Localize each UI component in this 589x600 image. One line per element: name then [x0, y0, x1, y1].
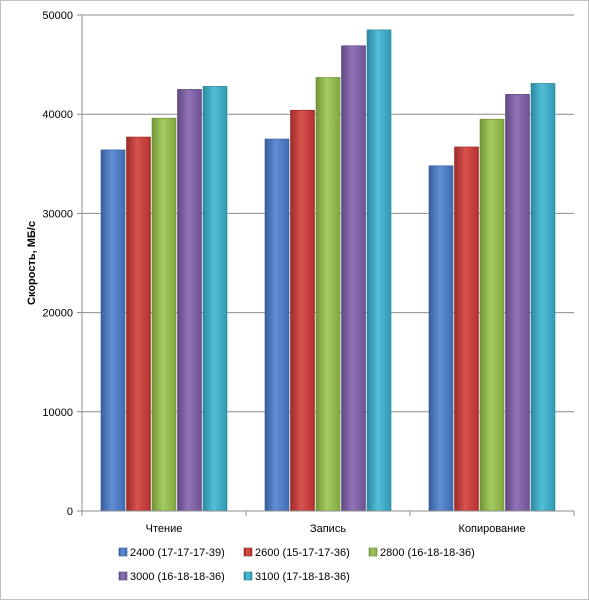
bar	[505, 94, 530, 512]
legend-label: 2600 (15-17-17-36)	[255, 547, 350, 559]
bar	[290, 109, 315, 512]
y-axis-title: Скорость, МБ/с	[26, 221, 38, 305]
bar	[202, 86, 228, 512]
bar	[530, 83, 556, 512]
bar	[479, 118, 505, 512]
x-tick-label: Чтение	[146, 523, 183, 535]
legend-swatch	[118, 571, 128, 581]
bar	[341, 45, 366, 512]
legend-label: 2800 (16-18-18-36)	[380, 547, 475, 559]
bar	[126, 136, 151, 512]
y-tick-label: 30000	[42, 208, 73, 220]
bar	[264, 138, 290, 512]
legend-swatch	[118, 547, 128, 557]
bar	[315, 77, 341, 512]
bar	[454, 146, 479, 512]
y-tick-label: 20000	[42, 308, 73, 320]
y-tick-label: 0	[67, 506, 73, 518]
axes: 0 10000 20000 30000 40000 50000 Чтение Запись Ко…	[42, 10, 575, 535]
bar	[177, 89, 202, 512]
bar	[100, 149, 126, 512]
y-tick-label: 10000	[42, 407, 73, 419]
legend: 2400 (17-17-17-39) 2600 (15-17-17-36) 2800…	[118, 547, 475, 583]
legend-label: 3100 (17-18-18-36)	[255, 571, 350, 583]
bar	[366, 29, 392, 512]
bar	[151, 117, 177, 512]
x-tick-label: Запись	[310, 523, 346, 535]
legend-swatch	[368, 547, 378, 557]
legend-swatch	[243, 571, 253, 581]
bar	[428, 165, 454, 512]
bars	[100, 29, 556, 512]
legend-label: 3000 (16-18-18-36)	[130, 571, 225, 583]
legend-swatch	[243, 547, 253, 557]
y-tick-label: 40000	[42, 109, 73, 121]
legend-label: 2400 (17-17-17-39)	[130, 547, 225, 559]
y-tick-label: 50000	[42, 10, 73, 22]
x-tick-label: Копирование	[458, 523, 525, 535]
